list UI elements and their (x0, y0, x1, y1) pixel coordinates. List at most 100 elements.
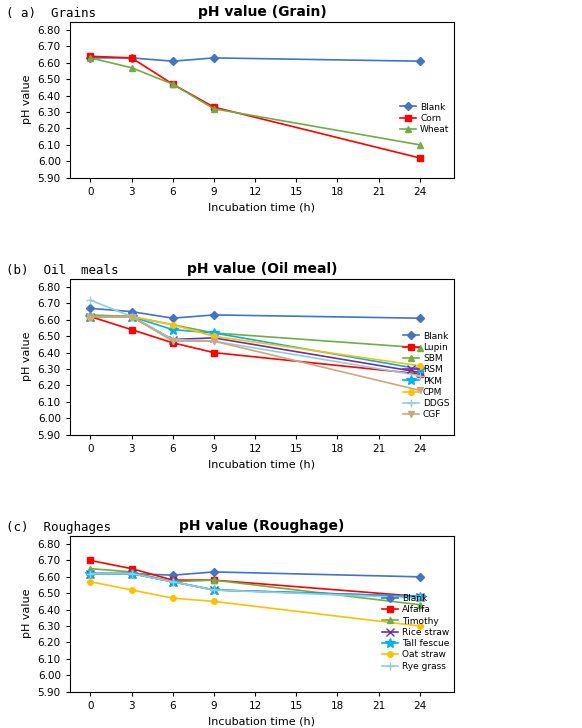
RSM (416, 368, 423, 376)
Tall fescue (87, 569, 94, 578)
PKM (211, 328, 218, 337)
Rice straw (416, 592, 423, 601)
Title: pH value (Oil meal): pH value (Oil meal) (187, 262, 337, 277)
Title: pH value (Roughage): pH value (Roughage) (179, 519, 345, 534)
Blank (169, 57, 176, 66)
Rye grass (128, 569, 135, 578)
Line: Rye grass: Rye grass (86, 569, 424, 602)
Line: Wheat: Wheat (88, 55, 423, 148)
Line: RSM: RSM (86, 312, 424, 376)
Alfalfa (128, 564, 135, 573)
Oat straw (416, 622, 423, 630)
Oat straw (211, 597, 218, 606)
Line: CPM: CPM (88, 314, 423, 368)
Rice straw (169, 577, 176, 586)
CPM (128, 312, 135, 321)
Timothy (128, 568, 135, 577)
Corn (169, 80, 176, 89)
PKM (87, 312, 94, 321)
SBM (211, 328, 218, 337)
SBM (128, 312, 135, 321)
Wheat (211, 104, 218, 113)
Tall fescue (211, 585, 218, 594)
Legend: Blank, Lupin, SBM, RSM, PKM, CPM, DDGS, CGF: Blank, Lupin, SBM, RSM, PKM, CPM, DDGS, … (403, 331, 449, 419)
Wheat (169, 80, 176, 89)
Rye grass (87, 569, 94, 578)
Corn (87, 52, 94, 60)
DDGS (87, 296, 94, 304)
PKM (416, 365, 423, 373)
Blank (211, 54, 218, 63)
Text: ( a)  Grains: ( a) Grains (6, 7, 96, 20)
CGF (169, 337, 176, 346)
SBM (416, 344, 423, 352)
Line: Alfalfa: Alfalfa (88, 558, 423, 599)
Lupin (416, 370, 423, 379)
Title: pH value (Grain): pH value (Grain) (197, 5, 327, 19)
Line: Blank: Blank (88, 569, 423, 579)
Text: (c)  Roughages: (c) Roughages (6, 521, 111, 534)
Line: Blank: Blank (88, 55, 423, 64)
RSM (87, 312, 94, 321)
Lupin (169, 339, 176, 347)
Oat straw (169, 594, 176, 603)
Y-axis label: pH value: pH value (22, 75, 32, 124)
X-axis label: Incubation time (h): Incubation time (h) (208, 202, 315, 212)
Line: Oat straw: Oat straw (88, 579, 423, 629)
CPM (211, 332, 218, 341)
Line: SBM: SBM (88, 312, 423, 350)
CPM (87, 312, 94, 321)
Line: CGF: CGF (88, 314, 423, 393)
Corn (416, 154, 423, 162)
Blank (87, 569, 94, 578)
Alfalfa (416, 592, 423, 601)
Rice straw (87, 569, 94, 578)
CGF (416, 386, 423, 395)
Corn (128, 54, 135, 63)
Rye grass (211, 585, 218, 594)
Legend: Blank, Corn, Wheat: Blank, Corn, Wheat (400, 103, 449, 134)
Lupin (87, 312, 94, 321)
DDGS (169, 335, 176, 344)
CGF (128, 312, 135, 321)
Rye grass (169, 577, 176, 586)
Text: (b)  Oil  meals: (b) Oil meals (6, 264, 118, 277)
Blank (87, 54, 94, 63)
CPM (416, 361, 423, 370)
Rice straw (211, 585, 218, 594)
PKM (169, 325, 176, 334)
Line: PKM: PKM (86, 312, 424, 374)
Tall fescue (128, 569, 135, 578)
Alfalfa (169, 576, 176, 585)
Blank (169, 571, 176, 579)
Line: Tall fescue: Tall fescue (86, 569, 424, 601)
Timothy (211, 576, 218, 585)
Legend: Blank, Alfalfa, Timothy, Rice straw, Tall fescue, Oat straw, Rye grass: Blank, Alfalfa, Timothy, Rice straw, Tal… (382, 594, 449, 670)
Line: DDGS: DDGS (86, 296, 424, 380)
DDGS (416, 371, 423, 380)
Blank (211, 311, 218, 320)
Blank (211, 568, 218, 577)
Tall fescue (169, 577, 176, 586)
Y-axis label: pH value: pH value (22, 332, 32, 381)
Blank (169, 314, 176, 323)
Timothy (169, 577, 176, 586)
DDGS (128, 312, 135, 321)
Oat straw (87, 577, 94, 586)
Blank (416, 314, 423, 323)
Line: Blank: Blank (88, 306, 423, 321)
RSM (169, 335, 176, 344)
Line: Lupin: Lupin (88, 314, 423, 376)
CGF (87, 312, 94, 321)
X-axis label: Incubation time (h): Incubation time (h) (208, 459, 315, 469)
CGF (211, 337, 218, 346)
Line: Rice straw: Rice straw (86, 569, 424, 601)
Wheat (128, 63, 135, 72)
Blank (128, 54, 135, 63)
Blank (416, 57, 423, 66)
RSM (211, 333, 218, 342)
Alfalfa (211, 576, 218, 585)
CPM (169, 320, 176, 329)
X-axis label: Incubation time (h): Incubation time (h) (208, 716, 315, 727)
Corn (211, 103, 218, 111)
